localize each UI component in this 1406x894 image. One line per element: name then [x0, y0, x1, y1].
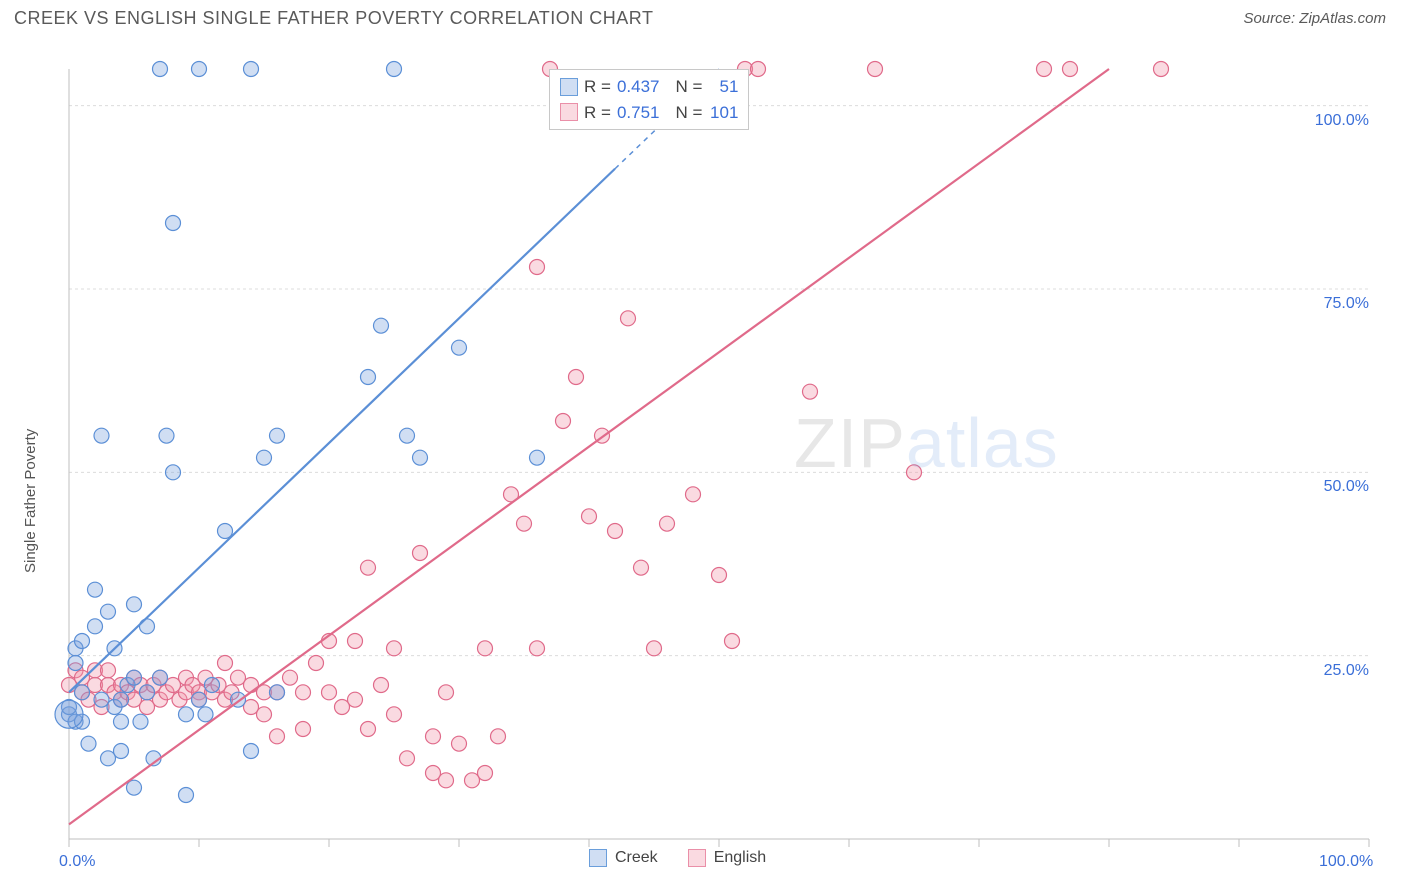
y-tick-label: 100.0%: [1299, 112, 1369, 130]
legend-label-english: English: [714, 849, 766, 867]
legend-r-creek: 0.437: [617, 74, 660, 100]
y-axis-label: Single Father Poverty: [22, 429, 39, 573]
legend-row-creek: R = 0.437 N = 51: [560, 74, 738, 100]
legend-row-english: R = 0.751 N = 101: [560, 100, 738, 126]
chart-title: CREEK VS ENGLISH SINGLE FATHER POVERTY C…: [14, 8, 653, 29]
x-tick-label: 0.0%: [59, 853, 95, 871]
legend-swatch-creek: [589, 849, 607, 867]
y-tick-label: 50.0%: [1299, 478, 1369, 496]
scatter-chart: [14, 33, 1389, 889]
legend-r-label: R =: [584, 100, 611, 126]
y-tick-label: 25.0%: [1299, 662, 1369, 680]
legend-r-label: R =: [584, 74, 611, 100]
correlation-legend: R = 0.437 N = 51 R = 0.751 N = 101: [549, 69, 749, 130]
legend-n-label: N =: [675, 100, 702, 126]
legend-n-label: N =: [675, 74, 702, 100]
chart-area: Single Father Poverty ZIPatlas R = 0.437…: [14, 33, 1392, 894]
x-tick-label: 100.0%: [1319, 853, 1373, 871]
legend-swatch-english: [560, 103, 578, 121]
y-tick-label: 75.0%: [1299, 295, 1369, 313]
legend-n-english: 101: [708, 100, 738, 126]
legend-swatch-english: [688, 849, 706, 867]
series-legend: Creek English: [589, 849, 766, 867]
legend-item-english: English: [688, 849, 766, 867]
legend-label-creek: Creek: [615, 849, 658, 867]
legend-item-creek: Creek: [589, 849, 658, 867]
source-label: Source: ZipAtlas.com: [1243, 10, 1386, 27]
legend-swatch-creek: [560, 78, 578, 96]
legend-r-english: 0.751: [617, 100, 660, 126]
legend-n-creek: 51: [708, 74, 738, 100]
